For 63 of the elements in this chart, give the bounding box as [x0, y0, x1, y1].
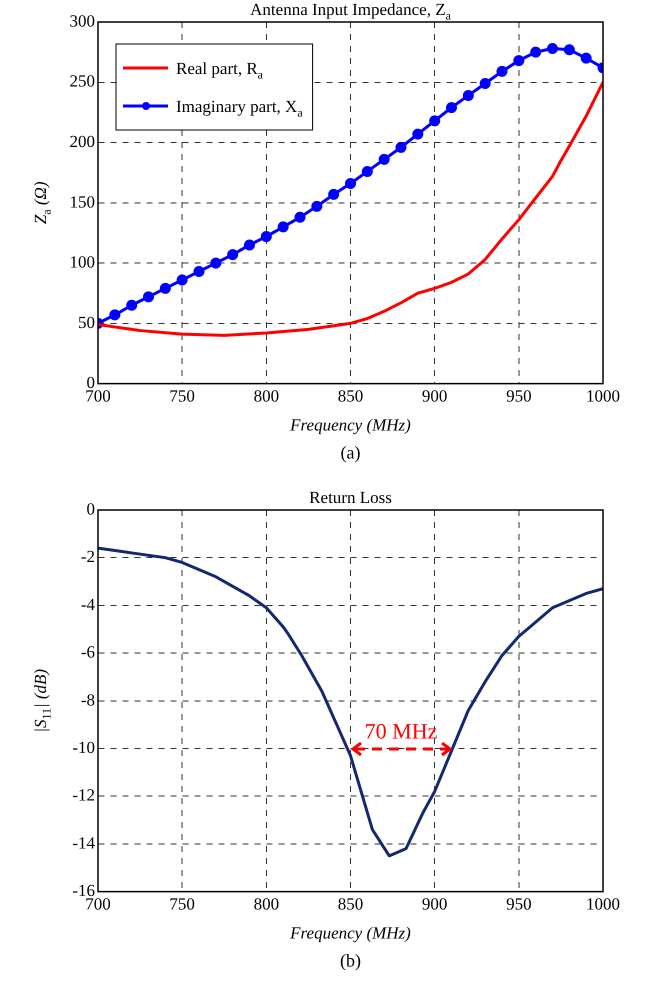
point	[210, 258, 222, 269]
point	[480, 78, 491, 89]
y-tick-label: -8	[80, 690, 95, 710]
point	[160, 282, 171, 294]
x-tick-label: 900	[422, 894, 448, 914]
y-tick-label: -14	[72, 833, 96, 852]
text: (b)	[340, 950, 362, 971]
point	[311, 200, 322, 212]
point	[345, 178, 356, 190]
y-tick-label: 250	[70, 72, 95, 91]
point	[126, 300, 138, 311]
point	[362, 166, 373, 177]
x-tick-label: 750	[169, 386, 195, 406]
y-tick-label: -10	[72, 738, 95, 757]
point	[462, 90, 474, 102]
x-tick-label: 800	[254, 386, 280, 406]
x-axis-title: Frequency (MHz)	[289, 416, 412, 435]
point	[143, 291, 154, 302]
point	[580, 52, 592, 64]
point	[429, 115, 440, 126]
point	[412, 128, 424, 140]
point	[227, 249, 238, 260]
y-tick-label: 200	[70, 132, 95, 151]
point	[244, 239, 255, 250]
y-tick-label: -2	[80, 547, 95, 566]
x-tick-label: 900	[422, 386, 448, 406]
y-tick-label: 50	[78, 312, 95, 332]
point	[278, 221, 289, 232]
point	[547, 43, 558, 54]
text: (a)	[340, 442, 360, 463]
point	[294, 212, 306, 223]
x-tick-label: 850	[338, 386, 364, 406]
point	[194, 266, 204, 278]
y-tick-label: -12	[72, 786, 95, 805]
y-tick-label: 0	[86, 499, 95, 518]
point	[378, 154, 390, 165]
x-tick-label: 1000	[586, 894, 620, 914]
annotation: 70 MHz	[364, 718, 438, 744]
x-axis-title: Frequency (MHz)	[289, 924, 412, 943]
x-tick-label: 950	[506, 894, 532, 914]
point	[328, 188, 340, 200]
y-tick-label: 300	[70, 11, 95, 30]
y-tick-label: 100	[70, 252, 95, 272]
x-tick-label: 750	[169, 894, 195, 914]
x-tick-label: 850	[338, 894, 364, 914]
y-axis-title: Za (Ω)	[31, 181, 54, 224]
point	[513, 55, 524, 66]
x-tick-label: 800	[254, 894, 280, 914]
point	[530, 46, 542, 58]
chart-title: Return Loss	[309, 488, 392, 507]
y-tick-label: -6	[80, 642, 95, 662]
point	[496, 66, 508, 77]
point	[446, 102, 457, 114]
x-tick-label: 950	[506, 386, 532, 406]
y-axis-title: |S11| (dB)	[31, 668, 54, 733]
point	[109, 309, 120, 320]
x-tick-label: 1000	[586, 386, 620, 406]
point	[564, 44, 575, 56]
point	[396, 142, 406, 153]
point	[260, 231, 272, 242]
y-tick-label: -4	[80, 594, 96, 614]
y-tick-label: 150	[70, 192, 95, 212]
point	[176, 274, 188, 286]
